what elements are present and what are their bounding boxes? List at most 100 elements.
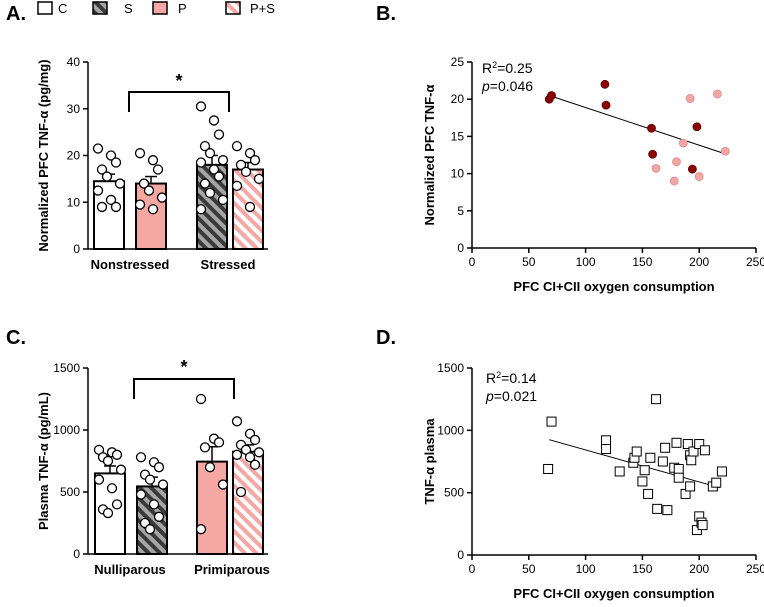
data-point	[249, 155, 261, 166]
scatter-point	[660, 442, 671, 453]
data-point	[105, 194, 117, 206]
bar-p	[196, 460, 228, 555]
scatter-point	[673, 472, 684, 483]
significance-star: *	[175, 71, 182, 91]
data-point	[96, 201, 108, 213]
scatter-point	[671, 437, 682, 448]
data-point	[235, 486, 247, 498]
data-point	[249, 459, 261, 470]
scatter-point	[673, 463, 684, 474]
significance-bracket	[128, 91, 230, 112]
y-tick-label: 15	[451, 129, 465, 143]
legend-swatch-s	[92, 1, 108, 15]
x-tick-label: 250	[746, 255, 764, 269]
data-point	[138, 178, 150, 189]
legend: C S P P+S	[37, 1, 275, 16]
scatter-point-dark	[600, 79, 610, 89]
data-point	[111, 499, 123, 510]
scatter-point	[546, 416, 557, 427]
data-point	[144, 474, 156, 485]
scatter-point-light	[678, 138, 688, 148]
scatter-point	[697, 520, 708, 531]
scatter-point	[651, 394, 662, 405]
scatter-point-light	[672, 157, 681, 167]
scatter-point	[601, 435, 612, 446]
data-point	[143, 185, 155, 196]
stat-p-d-value: 0.021	[502, 388, 537, 404]
data-point	[199, 442, 211, 453]
y-tick-label: 1500	[437, 361, 464, 375]
data-point	[204, 148, 216, 159]
stat-p-d: p=0.021	[485, 388, 537, 404]
data-point	[152, 164, 164, 175]
data-point	[204, 187, 216, 199]
data-point	[93, 474, 105, 485]
x-tick-label: 150	[632, 255, 652, 269]
data-point	[195, 101, 207, 112]
y-tick-label: 40	[67, 55, 81, 69]
scatter-point	[662, 505, 673, 516]
scatter-point-dark	[647, 123, 656, 133]
scatter-point	[657, 456, 668, 467]
x-tick-label: 100	[576, 562, 596, 576]
scatter-point-light	[720, 146, 730, 156]
data-point	[144, 524, 156, 535]
data-point	[110, 201, 122, 213]
scatter-point	[601, 444, 612, 455]
data-point	[231, 180, 243, 192]
x-category-label: Nonstressed	[91, 257, 170, 272]
data-point	[101, 171, 113, 182]
scatter-point-light	[694, 172, 704, 181]
stat-r2-b-value: 0.25	[505, 60, 532, 76]
data-point	[213, 437, 225, 448]
chart-c: 0 500 1000 1500 Plasma TNF-α (pg/mL) Nullipar…	[36, 357, 270, 577]
legend-swatch-ps	[225, 1, 241, 15]
x-tick-label: 200	[689, 562, 709, 576]
y-axis-title: Plasma TNF-α (pg/mL)	[36, 392, 51, 530]
chart-d: 0 500 1000 1500 TNF-α plasma 0 50 100 150 200 250 P…	[422, 361, 764, 601]
scatter-point	[685, 481, 696, 492]
significance-bracket	[133, 378, 235, 399]
data-point	[199, 140, 211, 152]
chart-b: 0 5 10 15 20 25 Normalized PFC TNF-α 0 50 100 150 2…	[422, 55, 764, 294]
data-point	[217, 194, 229, 206]
data-point	[135, 452, 147, 463]
y-tick-label: 25	[451, 55, 465, 69]
stat-p-b: p=0.046	[481, 78, 533, 94]
data-point	[249, 434, 261, 446]
data-point	[92, 143, 104, 154]
scatter-point-dark	[687, 164, 697, 174]
x-tick-label: 50	[522, 255, 536, 269]
scatter-point-dark	[601, 100, 611, 110]
scatter-point	[688, 446, 699, 457]
data-point	[102, 455, 114, 467]
x-tick-label: 150	[632, 562, 652, 576]
data-point	[253, 173, 265, 185]
stat-p-b-value: 0.046	[498, 78, 533, 94]
legend-label-c: C	[58, 1, 67, 16]
stat-r2-b: R2=0.25	[482, 60, 533, 76]
scatter-point	[639, 465, 650, 476]
y-tick-label: 500	[60, 485, 80, 499]
data-point	[231, 140, 243, 152]
data-point	[148, 499, 160, 510]
scatter-point-light	[651, 163, 661, 173]
x-tick-label: 0	[469, 562, 476, 576]
data-point	[96, 164, 108, 175]
x-tick-label: 100	[576, 255, 596, 269]
data-point	[156, 192, 168, 203]
stat-r2-d: R2=0.14	[486, 370, 537, 386]
data-point	[244, 148, 256, 159]
y-tick-label: 20	[451, 92, 465, 106]
data-point	[235, 159, 247, 171]
data-point	[102, 507, 114, 519]
y-tick-label: 0	[73, 242, 80, 256]
scatter-point	[543, 463, 554, 474]
data-point	[231, 449, 243, 460]
x-category-label: Nulliparous	[94, 562, 166, 577]
data-point	[195, 204, 207, 215]
y-tick-label: 1000	[437, 423, 464, 437]
data-point	[147, 155, 159, 166]
scatter-point-dark	[547, 91, 556, 100]
